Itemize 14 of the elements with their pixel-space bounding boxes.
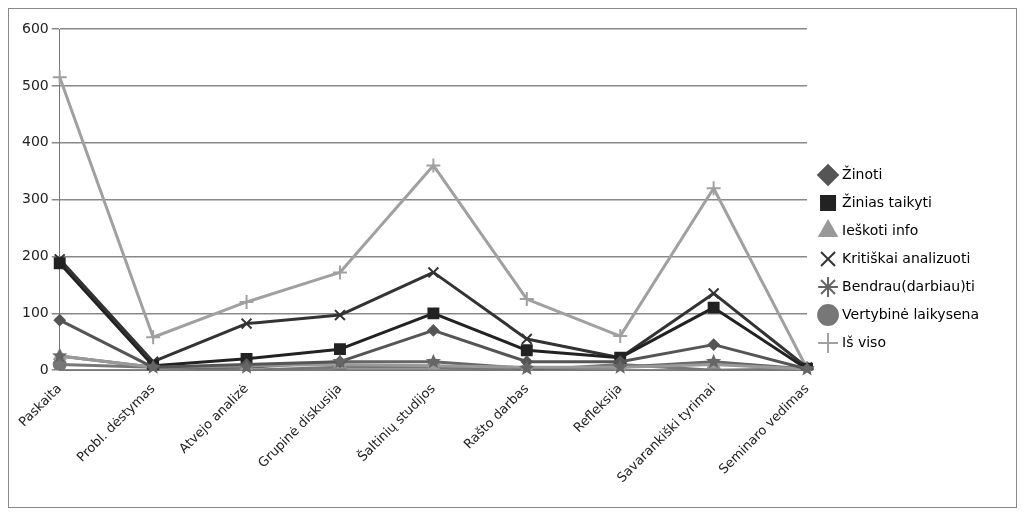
legend-label: Žinias taikyti <box>842 192 932 210</box>
y-tick-label: 100 <box>21 303 49 320</box>
legend-label: Ieškoti info <box>842 221 919 238</box>
y-tick-label: 400 <box>21 133 49 150</box>
legend-label: Kritiškai analizuoti <box>842 249 971 266</box>
legend-label: Žinoti <box>842 164 883 182</box>
legend-label: Vertybinė laikysena <box>842 305 980 322</box>
y-tick-label: 300 <box>21 190 49 207</box>
y-tick-label: 500 <box>21 76 49 93</box>
y-tick-label: 200 <box>21 247 49 264</box>
legend-label: Bendrau(darbiau)ti <box>842 277 975 294</box>
legend-label: Iš viso <box>842 333 886 350</box>
y-tick-label: 600 <box>21 19 49 36</box>
y-tick-label: 0 <box>39 360 49 377</box>
